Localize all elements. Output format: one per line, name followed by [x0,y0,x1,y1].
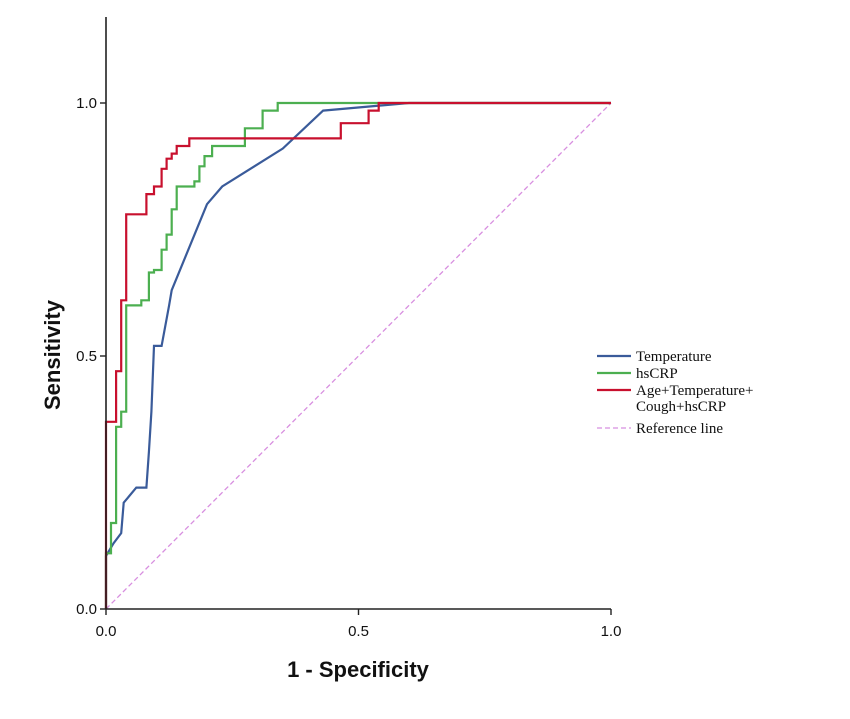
legend-label: hsCRP [636,366,678,382]
series-line-hscrp [104,101,611,609]
x-axis-title: 1 - Specificity [287,657,430,682]
x-tick-label: 0.5 [348,623,369,640]
tick-layer: 0.0 0.5 1.0 0.0 0.5 1.0 [76,95,621,640]
legend-label: Age+Temperature+ Cough+hsCRP [636,383,753,415]
series-line-temperature [104,101,611,609]
legend-label: Temperature [636,349,712,365]
series-layer [104,101,612,610]
series-line-reference-line [105,102,612,610]
y-tick-label: 1.0 [76,95,97,112]
x-tick-label: 0.0 [96,623,117,640]
y-axis-title: Sensitivity [40,299,65,410]
x-tick-label: 1.0 [601,623,622,640]
y-tick-label: 0.5 [76,348,97,365]
y-tick-label: 0.0 [76,601,97,618]
legend-label: Reference line [636,421,723,437]
series-line-age-temperature-cough-hscrp [104,101,611,609]
